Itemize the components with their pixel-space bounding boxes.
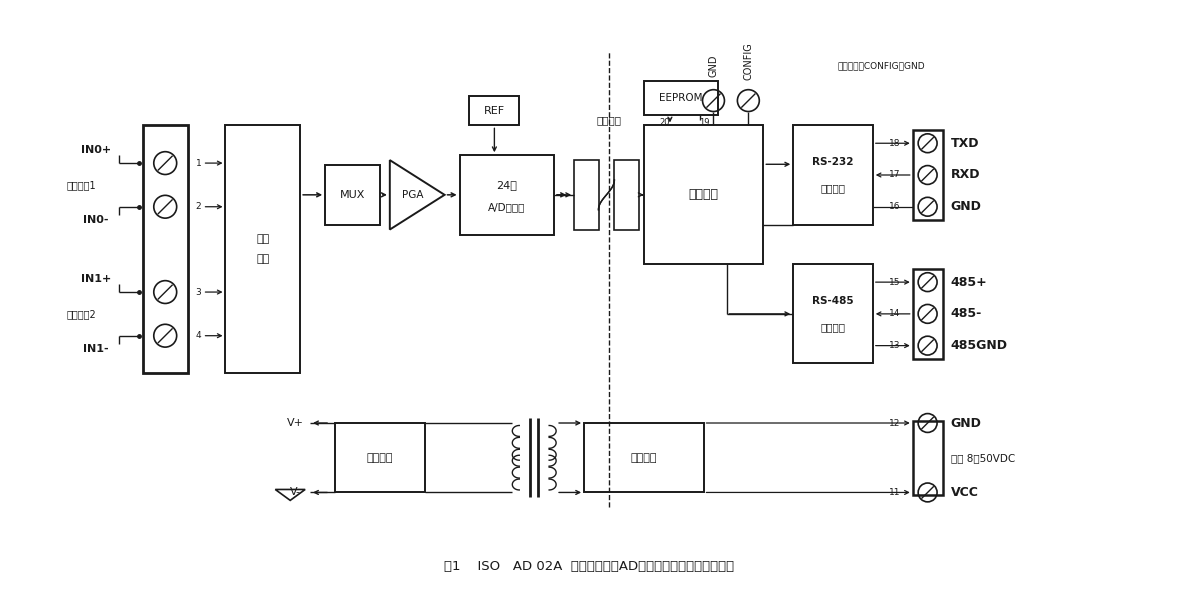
Text: 24位: 24位 (496, 181, 517, 190)
Bar (584, 423, 703, 492)
Bar (574, 160, 598, 230)
Text: 配置时短接CONFIG到GND: 配置时短接CONFIG到GND (838, 62, 926, 71)
Text: 17: 17 (889, 170, 901, 179)
Text: 隔离电路: 隔离电路 (596, 115, 622, 126)
Bar (793, 264, 873, 364)
Bar (614, 160, 638, 230)
Bar (335, 423, 424, 492)
Text: 3: 3 (196, 288, 201, 297)
Text: V-: V- (290, 487, 300, 498)
Text: REF: REF (484, 105, 505, 115)
Text: 1: 1 (196, 158, 201, 167)
Text: GND: GND (708, 54, 719, 77)
Text: 接口电路: 接口电路 (821, 322, 846, 332)
Text: 14: 14 (889, 309, 901, 318)
Text: V+: V+ (286, 418, 304, 428)
Text: PGA: PGA (402, 190, 423, 200)
Text: IN1+: IN1+ (81, 274, 111, 284)
Text: MUX: MUX (339, 190, 365, 200)
Text: 13: 13 (889, 341, 901, 350)
Text: 微处理器: 微处理器 (688, 188, 719, 202)
Text: 输入: 输入 (256, 234, 270, 245)
Bar (913, 269, 942, 359)
Bar (793, 126, 873, 225)
Polygon shape (276, 490, 305, 501)
Text: RS-485: RS-485 (812, 296, 854, 306)
Text: GND: GND (951, 416, 981, 429)
Text: 2: 2 (196, 202, 201, 211)
Text: 11: 11 (889, 488, 901, 497)
Text: 485GND: 485GND (951, 339, 1007, 352)
Bar (459, 155, 554, 234)
Text: 输入通道2: 输入通道2 (66, 309, 95, 319)
Bar (225, 126, 300, 373)
Text: 图1    ISO   AD 02A  两通道隔离型AD数据采集模块产品原理框图: 图1 ISO AD 02A 两通道隔离型AD数据采集模块产品原理框图 (444, 560, 734, 573)
Text: 滤波电路: 滤波电路 (366, 453, 393, 463)
Text: IN0-: IN0- (84, 215, 108, 225)
Bar (644, 126, 763, 264)
Text: CONFIG: CONFIG (743, 42, 754, 80)
Bar (470, 96, 519, 126)
Text: 电路: 电路 (256, 254, 270, 264)
Text: EEPROM: EEPROM (660, 93, 703, 103)
Text: 12: 12 (889, 419, 901, 428)
Text: 18: 18 (889, 139, 901, 148)
Bar (143, 126, 187, 373)
Text: RS-232: RS-232 (813, 157, 854, 167)
Text: 输入通道1: 输入通道1 (66, 180, 95, 190)
Text: 20: 20 (660, 118, 670, 127)
Bar (913, 130, 942, 219)
Text: VCC: VCC (951, 486, 979, 499)
Bar (644, 81, 719, 115)
Text: 接口电路: 接口电路 (821, 183, 846, 193)
Bar (913, 420, 942, 495)
Text: TXD: TXD (951, 137, 979, 150)
Text: A/D转换器: A/D转换器 (488, 202, 525, 212)
Text: 16: 16 (889, 202, 901, 211)
Text: RXD: RXD (951, 169, 980, 182)
Text: 485-: 485- (951, 307, 981, 321)
Text: 4: 4 (196, 331, 201, 340)
Text: IN0+: IN0+ (81, 145, 111, 155)
Text: 485+: 485+ (951, 276, 987, 289)
Bar (325, 165, 379, 225)
Text: 19: 19 (700, 118, 710, 127)
Text: 15: 15 (889, 277, 901, 286)
Polygon shape (390, 160, 444, 230)
Text: GND: GND (951, 200, 981, 213)
Text: 电源 8－50VDC: 电源 8－50VDC (951, 453, 1014, 463)
Text: 电源电路: 电源电路 (630, 453, 657, 463)
Text: IN1-: IN1- (84, 344, 108, 353)
